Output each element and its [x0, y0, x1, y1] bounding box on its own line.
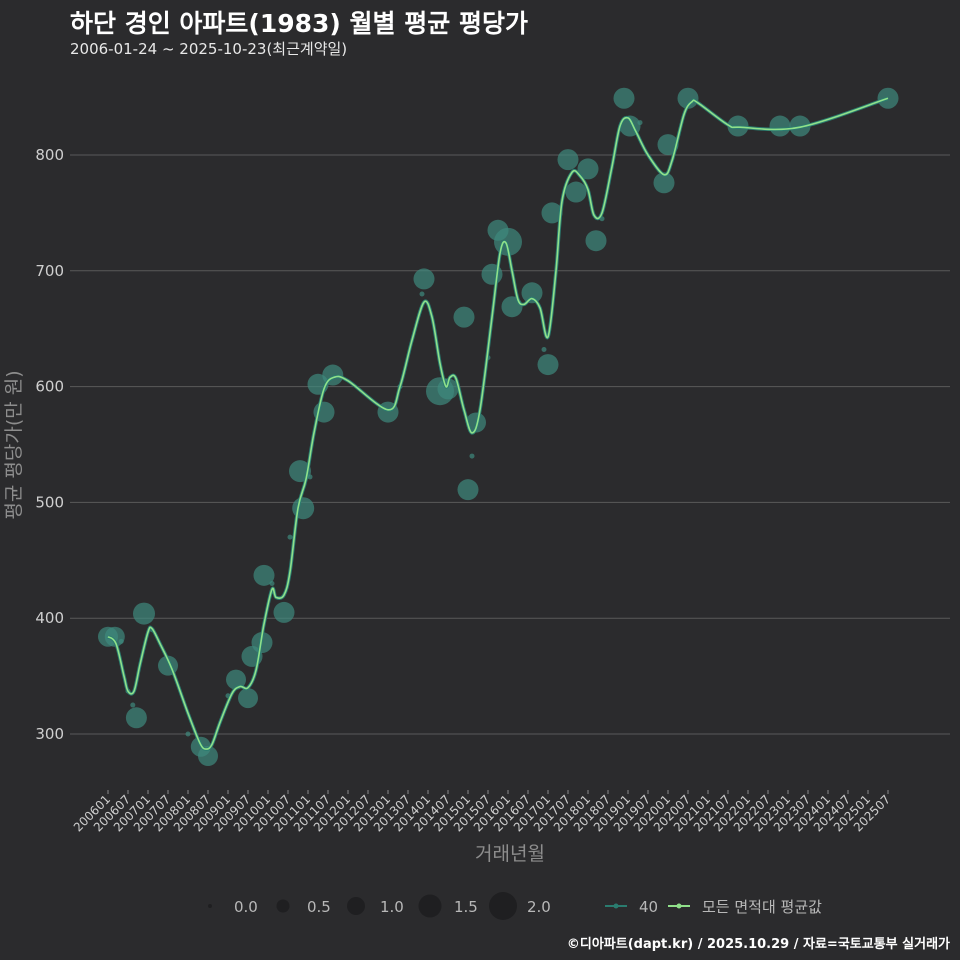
data-point-44	[537, 354, 559, 376]
data-point-48	[577, 158, 599, 180]
data-point-17	[253, 564, 275, 586]
source-caption: ©디아파트(dapt.kr) / 2025.10.29 / 자료=국토교통부 실…	[566, 937, 950, 952]
data-point-14	[238, 688, 258, 709]
chart-subtitle: 2006-01-24 ~ 2025-10-23(최근계약일)	[70, 40, 348, 58]
y-tick-500: 500	[35, 493, 64, 511]
legend-size-label-0: 0.0	[234, 898, 258, 916]
legend-dot-0	[613, 903, 619, 909]
legend-size-label-4: 2.0	[527, 898, 551, 916]
legend-size-label-1: 0.5	[307, 898, 331, 916]
data-point-60	[877, 87, 899, 109]
y-axis-label: 평균 평당가(만 원)	[3, 370, 25, 519]
data-point-33	[453, 306, 475, 328]
data-point-20	[287, 534, 293, 540]
average-line	[107, 97, 889, 750]
data-point-5	[125, 707, 147, 729]
y-tick-labels: 300 400 500 600 700 800	[35, 146, 64, 743]
data-point-6	[133, 602, 155, 625]
data-point-35	[469, 453, 475, 459]
data-point-51	[613, 87, 635, 109]
data-point-30	[413, 268, 435, 290]
legend-size-4	[489, 892, 517, 920]
data-point-54	[653, 172, 675, 194]
data-point-58	[769, 115, 791, 137]
data-point-11	[198, 746, 218, 767]
data-point-46	[557, 149, 579, 171]
legend-size-3	[418, 894, 442, 918]
y-tick-600: 600	[35, 378, 64, 396]
data-point-23	[307, 474, 313, 480]
legend-series-label-0: 40	[639, 898, 658, 916]
data-point-29	[419, 291, 425, 297]
chart-title: 하단 경인 아파트(1983) 월별 평균 평당가	[70, 9, 528, 38]
data-point-43	[541, 347, 547, 353]
data-point-19	[273, 601, 295, 623]
data-point-18	[269, 580, 275, 586]
data-points	[98, 87, 899, 767]
legend-size-1	[276, 899, 290, 913]
legend-size-label-2: 1.0	[380, 898, 404, 916]
y-tick-300: 300	[35, 725, 64, 743]
data-point-13	[226, 669, 246, 690]
legend: 0.0 0.5 1.0 1.5 2.0 40 모든 면적대 평균값	[208, 892, 822, 920]
data-point-47	[565, 181, 587, 203]
y-tick-800: 800	[35, 146, 64, 164]
x-axis-label: 거래년월	[475, 843, 545, 865]
y-tick-700: 700	[35, 262, 64, 280]
y-tick-400: 400	[35, 609, 64, 627]
grid-lines	[70, 154, 950, 735]
data-point-34	[457, 479, 479, 501]
data-point-4	[130, 702, 136, 708]
data-point-56	[677, 87, 699, 109]
legend-size-label-3: 1.5	[454, 898, 478, 916]
series-40-line	[106, 96, 889, 751]
data-point-49	[585, 230, 607, 252]
data-point-45	[541, 202, 563, 224]
data-point-32	[437, 378, 459, 400]
legend-size-0	[208, 904, 212, 908]
data-point-2	[118, 638, 124, 644]
data-point-42	[521, 282, 543, 304]
data-point-53	[637, 120, 643, 126]
legend-size-2	[347, 897, 365, 915]
legend-dot-1	[676, 903, 682, 909]
data-point-9	[185, 731, 191, 737]
legend-series-label-1: 모든 면적대 평균값	[702, 898, 822, 916]
x-tick-labels: 2006012006072007012007072008012008072009…	[71, 790, 893, 835]
